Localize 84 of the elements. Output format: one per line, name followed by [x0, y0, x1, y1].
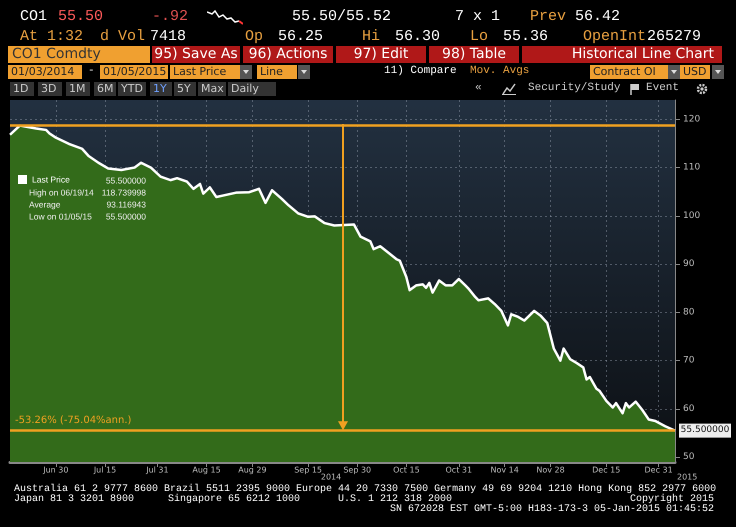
text: Contract OI	[590, 65, 675, 79]
text: Op	[245, 28, 264, 45]
text: 5Y	[174, 82, 196, 96]
text: U.S. 1 212 318 2000	[338, 494, 452, 505]
text: 56.25	[278, 28, 324, 45]
text: Singapore 65 6212 1000	[168, 494, 300, 505]
text: Last Price	[170, 65, 240, 79]
text: -	[88, 65, 95, 77]
annotation: Low on 01/05/15	[29, 212, 92, 222]
text: SN 672028 EST GMT-5:00 H183-173-3 05-Jan-2015 01:45:52	[390, 504, 714, 515]
text: Copyright 2015	[630, 494, 714, 505]
text: Max	[198, 82, 226, 96]
text: 6M	[94, 82, 116, 96]
x-tick-label: Dec 31	[644, 466, 673, 474]
text: At 1:32	[20, 28, 84, 45]
text: 11) Compare	[384, 65, 457, 77]
annotation: 55.500000	[106, 176, 146, 186]
text: d Vol	[100, 28, 146, 45]
text: 7 x 1	[455, 8, 500, 25]
text: 55.50/55.52	[292, 8, 392, 25]
annotation: 93.116943	[106, 200, 146, 210]
text: 265279	[647, 28, 702, 45]
text: «	[475, 82, 482, 94]
x-tick-label: Nov 14	[490, 466, 519, 474]
x-tick-label: Aug 15	[192, 466, 221, 474]
text: 2014	[320, 472, 342, 482]
legend-label: Last Price	[32, 174, 70, 184]
x-tick-label: Jul 31	[145, 466, 169, 474]
x-tick-label: Aug 29	[238, 466, 267, 474]
y-tick-label: 120	[683, 114, 700, 124]
text: Lo	[470, 28, 488, 45]
x-tick-label: Oct 31	[446, 466, 472, 474]
text: 3D	[38, 82, 62, 96]
x-tick-label: Nov 28	[536, 466, 565, 474]
x-tick-label: Sep 15	[294, 466, 322, 474]
y-tick-label: 50	[683, 452, 695, 462]
text: 7418	[150, 28, 186, 45]
ref-line-label: -53.26% (-75.04%ann.)	[15, 415, 132, 426]
text: CO1	[20, 8, 48, 25]
text: YTD	[118, 82, 146, 96]
text: Line	[257, 65, 297, 79]
text: 2015	[677, 472, 698, 482]
text: -.92	[152, 8, 188, 25]
y-tick-label: 60	[683, 404, 695, 414]
y-tick-label: 90	[683, 259, 695, 270]
text: 56.42	[575, 8, 620, 25]
text: Mov. Avgs	[470, 65, 530, 77]
text: 96) Actions	[243, 46, 333, 63]
text: Prev	[530, 8, 566, 25]
text: 55.36	[503, 28, 548, 45]
text: Australia 61 2 9777 8600 Brazil 5511 2395 9000 Europe 44 20 7330 7500 Germany 49 69 9204 1210 Hong Kong 852 2977 6000	[14, 484, 716, 495]
x-tick-label: Oct 15	[393, 466, 420, 474]
text: Hi	[362, 28, 380, 45]
text: 1M	[66, 82, 90, 96]
text: Event	[646, 82, 680, 94]
text: 55.50	[58, 8, 104, 25]
text: 97) Edit	[336, 46, 426, 63]
chart-subtitle: Historical Line Chart	[522, 46, 722, 63]
annotation: 55.500000	[106, 212, 146, 222]
annotation: 55.500000	[680, 425, 730, 436]
text: 95) Save As	[152, 46, 240, 63]
x-tick-label: Sep 30	[343, 466, 372, 474]
text: 1Y	[150, 82, 172, 96]
chart-title: CO1 Comdty	[8, 46, 150, 63]
y-tick-label: 110	[683, 162, 700, 173]
x-tick-label: Jul 15	[92, 466, 116, 474]
x-tick-label: Dec 15	[592, 466, 620, 474]
y-tick-label: 100	[683, 210, 700, 221]
text: Japan 81 3 3201 8900	[14, 494, 134, 505]
text: 56.30	[395, 28, 440, 45]
text: Daily	[228, 82, 276, 96]
text: Security/Study	[528, 82, 620, 94]
y-tick-label: 80	[683, 307, 695, 318]
text: USD	[680, 65, 710, 79]
annotation: High on 06/19/14	[29, 188, 94, 198]
y-tick-label: 70	[683, 356, 695, 366]
text: 98) Table	[429, 46, 519, 63]
text: 1D	[10, 82, 34, 96]
x-tick-label: Jun 30	[42, 466, 68, 474]
annotation: Average	[29, 200, 61, 210]
text: 01/03/2014	[8, 65, 82, 79]
text: OpenInt	[583, 28, 646, 45]
annotation: 118.739998	[102, 188, 146, 198]
text: 01/05/2015	[100, 65, 168, 79]
